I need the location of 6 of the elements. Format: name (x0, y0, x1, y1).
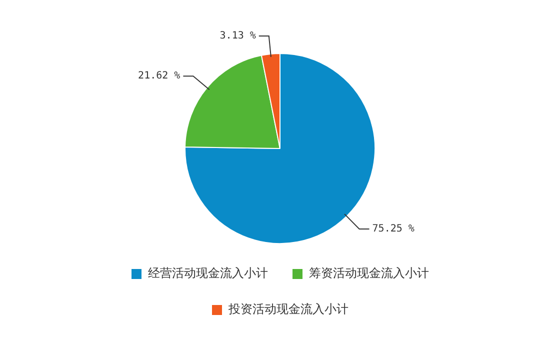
data-label: 3.13 % (220, 30, 256, 42)
legend-label: 筹资活动现金流入小计 (309, 266, 429, 280)
data-label: 21.62 % (138, 70, 180, 82)
legend-label: 经营活动现金流入小计 (148, 266, 268, 280)
legend-label: 投资活动现金流入小计 (228, 302, 348, 316)
data-label: 75.25 % (372, 224, 414, 235)
